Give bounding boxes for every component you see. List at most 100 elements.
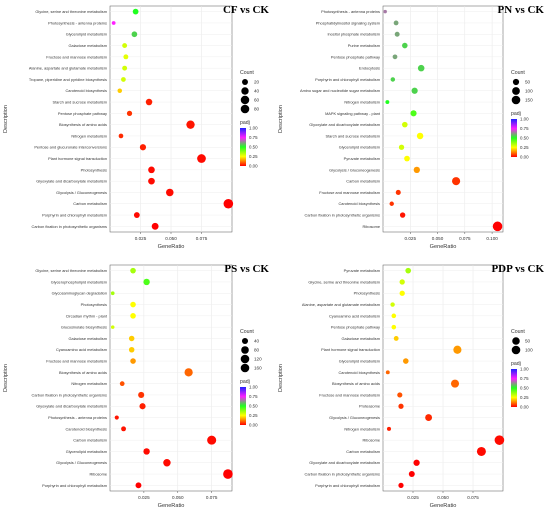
y-tick-label: Nitrogen metabolism xyxy=(71,133,107,138)
y-tick-label: Glycine, serine and threonine metabolism xyxy=(35,268,107,273)
y-tick-label: Pentose phosphate pathway xyxy=(331,54,380,59)
padj-legend-label: 0.25 xyxy=(249,413,258,418)
chart-title: PDP vs CK xyxy=(491,263,544,275)
count-legend-label: 20 xyxy=(254,80,260,85)
padj-legend-label: 0.00 xyxy=(520,405,529,410)
y-tick-label: Cyanoamino acid metabolism xyxy=(56,347,107,352)
y-tick-label: Carotenoid biosynthesis xyxy=(65,88,107,93)
y-tick-label: Starch and sucrose metabolism xyxy=(326,133,381,138)
y-tick-label: Proteasome xyxy=(359,404,380,409)
y-tick-label: Glyoxylate and dicarboxylate metabolism xyxy=(309,460,380,465)
y-tick-label: Porphyrin and chlorophyll metabolism xyxy=(315,77,380,82)
y-tick-label: Plant hormone signal transduction xyxy=(321,347,380,352)
data-point xyxy=(390,77,396,82)
y-tick-label: Nitrogen metabolism xyxy=(344,426,380,431)
y-tick-label: Ribosome xyxy=(362,438,380,443)
count-legend-label: 60 xyxy=(254,98,260,103)
padj-legend-label: 0.50 xyxy=(249,145,258,150)
y-tick-label: Pentose phosphate pathway xyxy=(331,325,380,330)
y-tick-label: Photosynthesis - antenna proteins xyxy=(48,415,107,420)
x-axis-label: GeneRatio xyxy=(430,244,457,250)
padj-legend-label: 0.75 xyxy=(249,135,258,140)
y-tick-label: MAPK signaling pathway - plant xyxy=(325,111,381,116)
data-point xyxy=(132,8,139,15)
y-tick-label: Starch and sucrose metabolism xyxy=(53,99,108,104)
data-point xyxy=(393,20,399,26)
data-point xyxy=(197,154,206,163)
y-tick-label: Purine metabolism xyxy=(348,43,380,48)
x-tick-label: 0.050 xyxy=(165,236,177,241)
plot-area xyxy=(382,5,504,233)
count-legend-dot xyxy=(512,337,520,345)
chart-svg: Photosynthesis - antenna proteins Phospha… xyxy=(278,4,545,250)
data-point xyxy=(399,279,405,285)
y-tick-label: Glyoxylate and dicarboxylate metabolism xyxy=(36,404,107,409)
x-axis-label: GeneRatio xyxy=(430,503,457,509)
x-tick-label: 0.050 xyxy=(172,495,184,500)
panel-pdp-vs-ck: Pyruvate metabolism Glycine, serine and t… xyxy=(275,259,550,517)
data-point xyxy=(128,347,135,353)
y-tick-label: Galactose metabolism xyxy=(69,336,108,341)
y-tick-label: Glycosaminoglycan degradation xyxy=(52,291,107,296)
y-tick-label: Biosynthesis of amino acids xyxy=(59,122,107,127)
data-point xyxy=(135,482,142,489)
data-point xyxy=(123,54,129,60)
x-tick-label: 0.025 xyxy=(135,236,147,241)
y-tick-label: Glycerolipid metabolism xyxy=(66,32,107,37)
x-tick-label: 0.075 xyxy=(196,236,208,241)
data-point xyxy=(450,379,460,388)
count-legend-dot xyxy=(241,346,249,354)
y-tick-label: Pentose phosphate pathway xyxy=(58,111,107,116)
x-tick-label: 0.050 xyxy=(432,236,444,241)
data-point xyxy=(133,212,140,218)
padj-legend-label: 0.25 xyxy=(520,395,529,400)
data-point xyxy=(139,144,147,151)
chart-title: CF vs CK xyxy=(223,4,269,16)
data-point xyxy=(402,121,408,128)
data-point xyxy=(111,21,116,25)
x-tick-label: 0.075 xyxy=(459,236,471,241)
padj-legend-title: padj xyxy=(240,120,250,126)
data-point xyxy=(223,198,234,209)
count-legend-title: Count xyxy=(240,329,254,335)
data-point xyxy=(399,212,406,218)
chart-title: PN vs CK xyxy=(498,4,545,16)
data-point xyxy=(143,278,150,286)
data-point xyxy=(413,459,420,466)
count-legend-dot xyxy=(240,95,250,105)
y-tick-label: Photosynthesis - antenna proteins xyxy=(48,20,107,25)
data-point xyxy=(131,31,138,38)
data-point xyxy=(114,415,119,420)
y-tick-label: Carbon fixation in photosynthetic organi… xyxy=(305,212,381,217)
y-tick-label: Inositol phosphate metabolism xyxy=(327,32,380,37)
padj-colorbar xyxy=(240,387,246,425)
padj-legend-label: 0.00 xyxy=(249,164,258,169)
data-point xyxy=(404,155,410,162)
data-point xyxy=(130,301,136,308)
y-tick-label: Photosynthesis xyxy=(354,291,380,296)
x-tick-label: 0.050 xyxy=(437,495,449,500)
y-tick-label: Galactose metabolism xyxy=(69,43,108,48)
data-point xyxy=(383,9,387,14)
padj-legend-label: 0.50 xyxy=(520,386,529,391)
data-point xyxy=(148,177,155,185)
padj-legend-label: 1.00 xyxy=(520,367,529,372)
count-legend-label: 50 xyxy=(525,80,531,85)
y-tick-label: Ribosome xyxy=(89,471,107,476)
y-tick-label: Glycerolipid metabolism xyxy=(339,358,380,363)
count-legend-label: 50 xyxy=(525,339,531,344)
y-tick-label: Carbon metabolism xyxy=(346,179,380,184)
data-point xyxy=(143,448,150,455)
data-point xyxy=(207,435,217,445)
y-tick-label: Plant hormone signal transduction xyxy=(48,156,107,161)
count-legend-dot xyxy=(242,79,248,85)
y-tick-label: Carbon fixation in photosynthetic organi… xyxy=(32,224,108,229)
chart-svg: Glycine, serine and threonine metabolism… xyxy=(3,263,269,509)
x-tick-label: 0.075 xyxy=(206,495,218,500)
padj-colorbar xyxy=(511,369,517,407)
padj-legend-label: 0.75 xyxy=(249,394,258,399)
data-point xyxy=(138,391,145,398)
y-tick-label: Glycolysis / Gluconeogenesis xyxy=(329,167,380,172)
data-point xyxy=(110,291,115,296)
x-tick-label: 0.025 xyxy=(405,236,417,241)
